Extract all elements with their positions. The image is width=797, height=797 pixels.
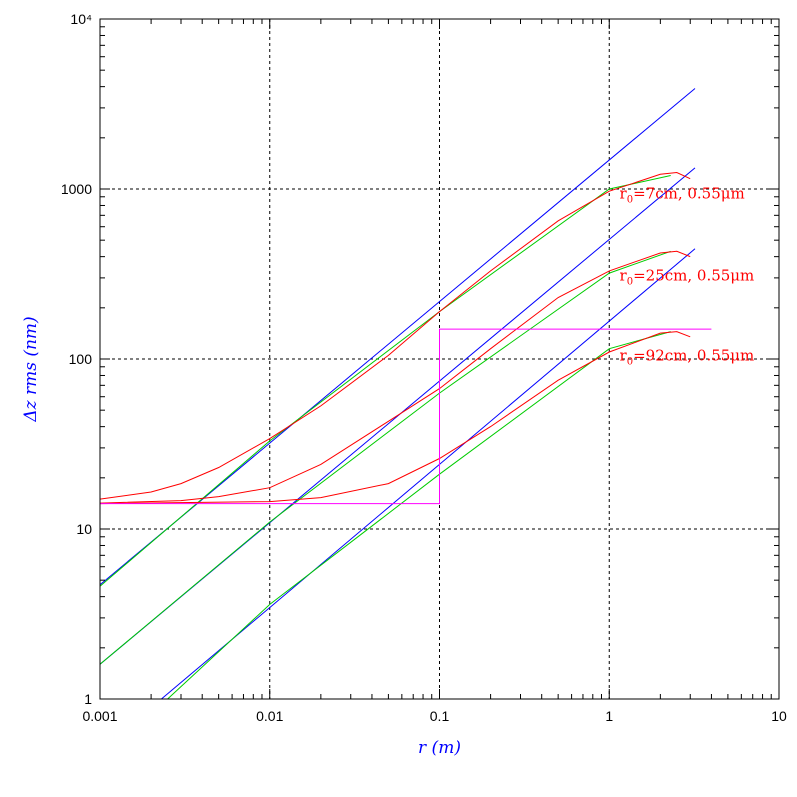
y-tick-label: 1: [84, 691, 92, 707]
y-tick-label: 1000: [61, 181, 92, 197]
y-axis-title: Δz rms (nm): [21, 316, 41, 422]
series-layer: [99, 88, 712, 700]
annotation-layer: r0=7cm, 0.55μm r0=25cm, 0.55μm r0=92cm, 0.…: [620, 184, 755, 367]
x-tick-label: 10: [771, 708, 787, 724]
y-tick-label: 10: [76, 521, 92, 537]
y-tick-label: 100: [69, 351, 93, 367]
x-axis-title: r (m): [418, 738, 461, 758]
series-line-3: [161, 248, 696, 700]
series-line-10: [100, 328, 712, 505]
tick-layer: [99, 18, 780, 700]
x-tick-label: 0.001: [82, 708, 117, 724]
x-tick-label: 0.01: [256, 708, 283, 724]
series-line-7: [99, 171, 691, 500]
curve-annotation: r0=7cm, 0.55μm: [620, 184, 745, 205]
grid-layer: [100, 19, 779, 699]
series-line-9: [99, 331, 691, 505]
x-tick-label: 0.1: [430, 708, 450, 724]
x-tick-label: 1: [605, 708, 613, 724]
y-tick-label: 10⁴: [70, 11, 92, 27]
label-layer: 0.001 0.01 0.1 1 10 1 10 100 1000 10⁴: [61, 11, 787, 724]
curve-annotation: r0=92cm, 0.55μm: [620, 346, 755, 367]
curve-annotation: r0=25cm, 0.55μm: [620, 266, 755, 287]
